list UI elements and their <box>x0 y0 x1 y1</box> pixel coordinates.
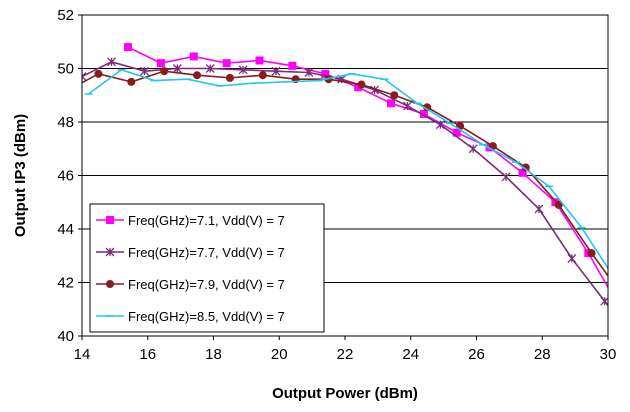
data-point-square <box>387 99 396 108</box>
legend-item: Freq(GHz)=7.1, Vdd(V) = 7 <box>96 213 285 228</box>
y-tick-label: 40 <box>57 328 74 345</box>
y-tick-labels: 40 42 44 46 48 50 52 <box>57 7 82 345</box>
data-point-circle <box>94 69 103 78</box>
x-tick-labels: 14 16 18 20 22 24 26 28 30 <box>74 336 617 363</box>
y-tick-label: 42 <box>57 275 74 292</box>
y-tick-label: 46 <box>57 168 74 185</box>
x-tick-label: 22 <box>337 346 354 363</box>
data-point-circle <box>160 67 169 76</box>
y-tick-label: 52 <box>57 7 74 24</box>
data-point-star <box>501 172 511 182</box>
legend-label: Freq(GHz)=7.7, Vdd(V) = 7 <box>128 245 285 260</box>
x-tick-label: 26 <box>468 346 485 363</box>
legend-label: Freq(GHz)=8.5, Vdd(V) = 7 <box>128 309 285 324</box>
data-point-star <box>304 68 314 77</box>
data-point-star <box>435 120 445 130</box>
data-point-square <box>124 43 133 52</box>
data-point-star <box>468 144 478 154</box>
legend-item: Freq(GHz)=7.7, Vdd(V) = 7 <box>96 245 285 260</box>
x-tick-label: 20 <box>271 346 288 363</box>
data-point-star <box>140 66 149 76</box>
data-point-circle <box>587 249 596 258</box>
series-4 <box>84 68 608 270</box>
data-point-star <box>271 66 281 76</box>
x-tick-label: 28 <box>534 346 551 363</box>
data-point-circle <box>258 71 267 80</box>
x-tick-label: 30 <box>600 346 617 363</box>
data-point-star <box>567 253 577 263</box>
y-tick-label: 44 <box>57 221 74 238</box>
data-point-star <box>107 57 117 67</box>
x-tick-label: 18 <box>205 346 222 363</box>
y-axis-title: Output IP3 (dBm) <box>12 114 29 237</box>
data-point-star <box>403 101 412 111</box>
data-point-star <box>205 64 215 73</box>
data-point-star <box>82 72 87 81</box>
data-point-star <box>238 65 248 75</box>
data-point-star <box>600 296 608 306</box>
legend-box <box>89 203 325 333</box>
y-tick-label: 48 <box>57 114 74 131</box>
x-tick-label: 14 <box>74 346 91 363</box>
data-point-circle <box>357 80 366 89</box>
legend: Freq(GHz)=7.1, Vdd(V) = 7 Freq(GHz)=7.7, … <box>89 203 325 333</box>
data-point-circle <box>621 295 628 302</box>
x-axis-title: Output Power (dBm) <box>272 385 418 402</box>
x-tick-label: 16 <box>139 346 156 363</box>
data-point-star <box>105 247 115 257</box>
data-point-circle <box>65 86 72 93</box>
data-point-circle <box>390 91 399 100</box>
data-point-circle <box>225 73 234 82</box>
data-point-square <box>156 59 165 68</box>
data-point-square <box>255 56 264 65</box>
data-point-square <box>189 52 198 61</box>
legend-item: Freq(GHz)=8.5, Vdd(V) = 7 <box>96 309 285 324</box>
x-tick-label: 24 <box>402 346 419 363</box>
legend-item: Freq(GHz)=7.9, Vdd(V) = 7 <box>96 277 285 292</box>
data-point-square <box>624 316 630 323</box>
data-point-circle <box>193 71 202 80</box>
series-group <box>65 43 630 323</box>
data-point-square <box>106 216 114 224</box>
legend-label: Freq(GHz)=7.9, Vdd(V) = 7 <box>128 277 285 292</box>
data-point-circle <box>106 280 114 288</box>
data-point-circle <box>127 77 136 86</box>
data-point-square <box>611 295 618 302</box>
data-point-star <box>172 64 182 73</box>
data-point-star <box>534 204 544 214</box>
y-tick-label: 50 <box>57 61 74 78</box>
data-point-square <box>288 61 297 70</box>
legend-label: Freq(GHz)=7.1, Vdd(V) = 7 <box>128 213 285 228</box>
data-point-square <box>222 59 231 68</box>
data-point-circle <box>554 200 563 209</box>
